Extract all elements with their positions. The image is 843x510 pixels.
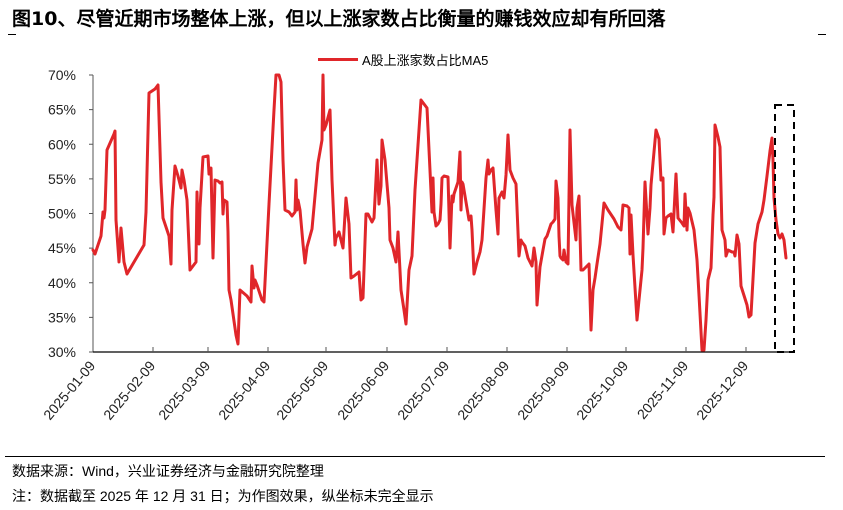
y-tick-label: 40%: [48, 275, 76, 291]
x-tick-label: 2025-02-09: [100, 357, 158, 422]
title-left-tick: [8, 34, 16, 35]
data-source: 数据来源：Wind，兴业证券经济与金融研究院整理: [12, 463, 324, 479]
x-tick-label: 2025-09-09: [514, 357, 572, 422]
y-tick-label: 50%: [48, 206, 76, 222]
y-tick-label: 35%: [48, 309, 76, 325]
legend-label: A股上涨家数占比MA5: [362, 53, 489, 68]
x-tick-label: 2025-08-09: [454, 357, 512, 422]
x-tick-label: 2025-04-09: [215, 357, 273, 422]
x-tick-label: 2025-11-09: [634, 357, 692, 422]
y-tick-label: 70%: [48, 67, 76, 83]
y-axis: 30% 35% 40% 45% 50% 55% 60% 65% 70%: [48, 67, 94, 360]
highlight-dashed-box: [774, 104, 795, 353]
y-tick-label: 30%: [48, 344, 76, 360]
x-tick-label: 2025-03-09: [155, 357, 213, 422]
y-tick-label: 55%: [48, 171, 76, 187]
y-tick-label: 60%: [48, 136, 76, 152]
footer-divider: [5, 456, 825, 457]
x-tick-label: 2025-07-09: [394, 357, 452, 422]
footnote: 注：数据截至 2025 年 12 月 31 日；为作图效果，纵坐标未完全显示: [12, 488, 434, 504]
x-tick-label: 2025-01-09: [40, 357, 98, 422]
y-tick-label: 45%: [48, 240, 76, 256]
x-tick-label: 2025-05-09: [273, 357, 331, 422]
x-tick-label: 2025-12-09: [693, 357, 751, 422]
legend: A股上涨家数占比MA5: [318, 50, 488, 69]
title-right-tick: [818, 34, 826, 35]
legend-swatch: [318, 58, 358, 61]
y-tick-label: 65%: [48, 102, 76, 118]
series-line: [91, 73, 788, 352]
x-tick-label: 2025-10-09: [573, 357, 631, 422]
chart-title: 图10、尽管近期市场整体上涨，但以上涨家数占比衡量的赚钱效应却有所回落: [12, 8, 666, 30]
x-tick-label: 2025-06-09: [334, 357, 392, 422]
